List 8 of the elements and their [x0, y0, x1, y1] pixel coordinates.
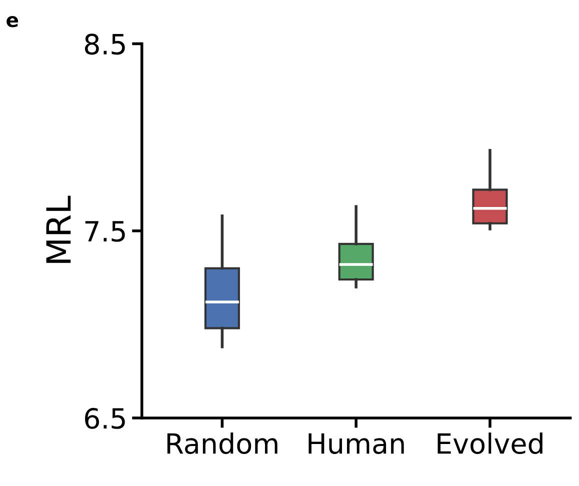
y-tick-label: 8.5 — [84, 34, 125, 55]
y-tick-label: 7.5 — [85, 221, 125, 242]
chart-title: e — [6, 16, 18, 28]
y-axis-title: MRL — [46, 196, 71, 263]
x-tick-label: Random — [167, 432, 278, 454]
x-tick-label: Evolved — [438, 432, 542, 454]
x-tick-label: Human — [308, 433, 404, 454]
y-tick-label: 6.5 — [85, 408, 125, 429]
